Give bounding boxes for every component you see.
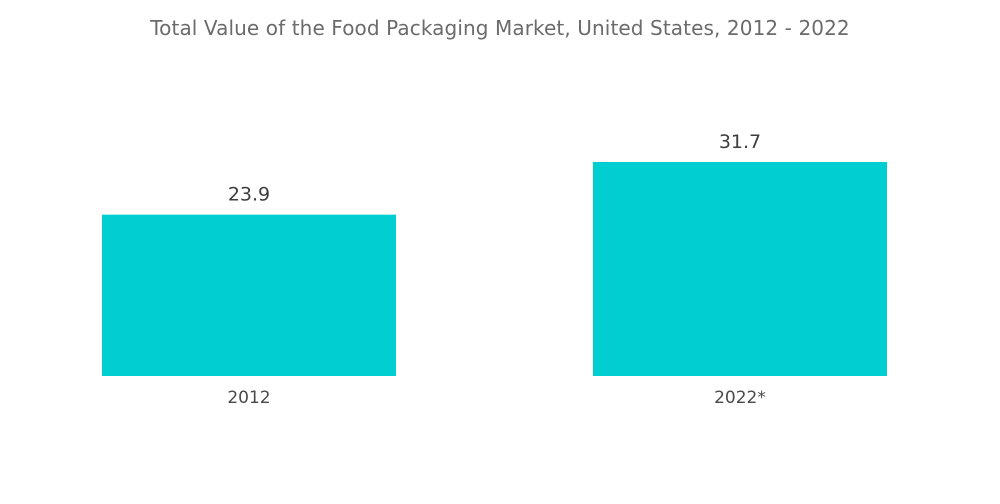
bar-2022* [593, 162, 887, 376]
data-label-2022*: 31.7 [719, 131, 761, 153]
chart-title: Total Value of the Food Packaging Market… [150, 16, 850, 40]
data-label-2012: 23.9 [228, 184, 270, 206]
bar-2012 [102, 214, 396, 376]
x-tick-label-2012: 2012 [227, 388, 270, 408]
x-tick-label-2022*: 2022* [714, 388, 766, 408]
